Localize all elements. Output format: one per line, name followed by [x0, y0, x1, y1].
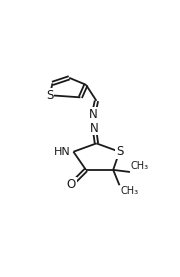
Text: N: N	[90, 122, 99, 135]
Text: CH₃: CH₃	[131, 161, 149, 171]
Text: CH₃: CH₃	[120, 186, 138, 196]
Text: S: S	[46, 89, 53, 102]
Text: O: O	[67, 178, 76, 191]
Text: N: N	[89, 107, 98, 120]
Text: S: S	[116, 145, 123, 158]
Text: HN: HN	[54, 147, 71, 157]
